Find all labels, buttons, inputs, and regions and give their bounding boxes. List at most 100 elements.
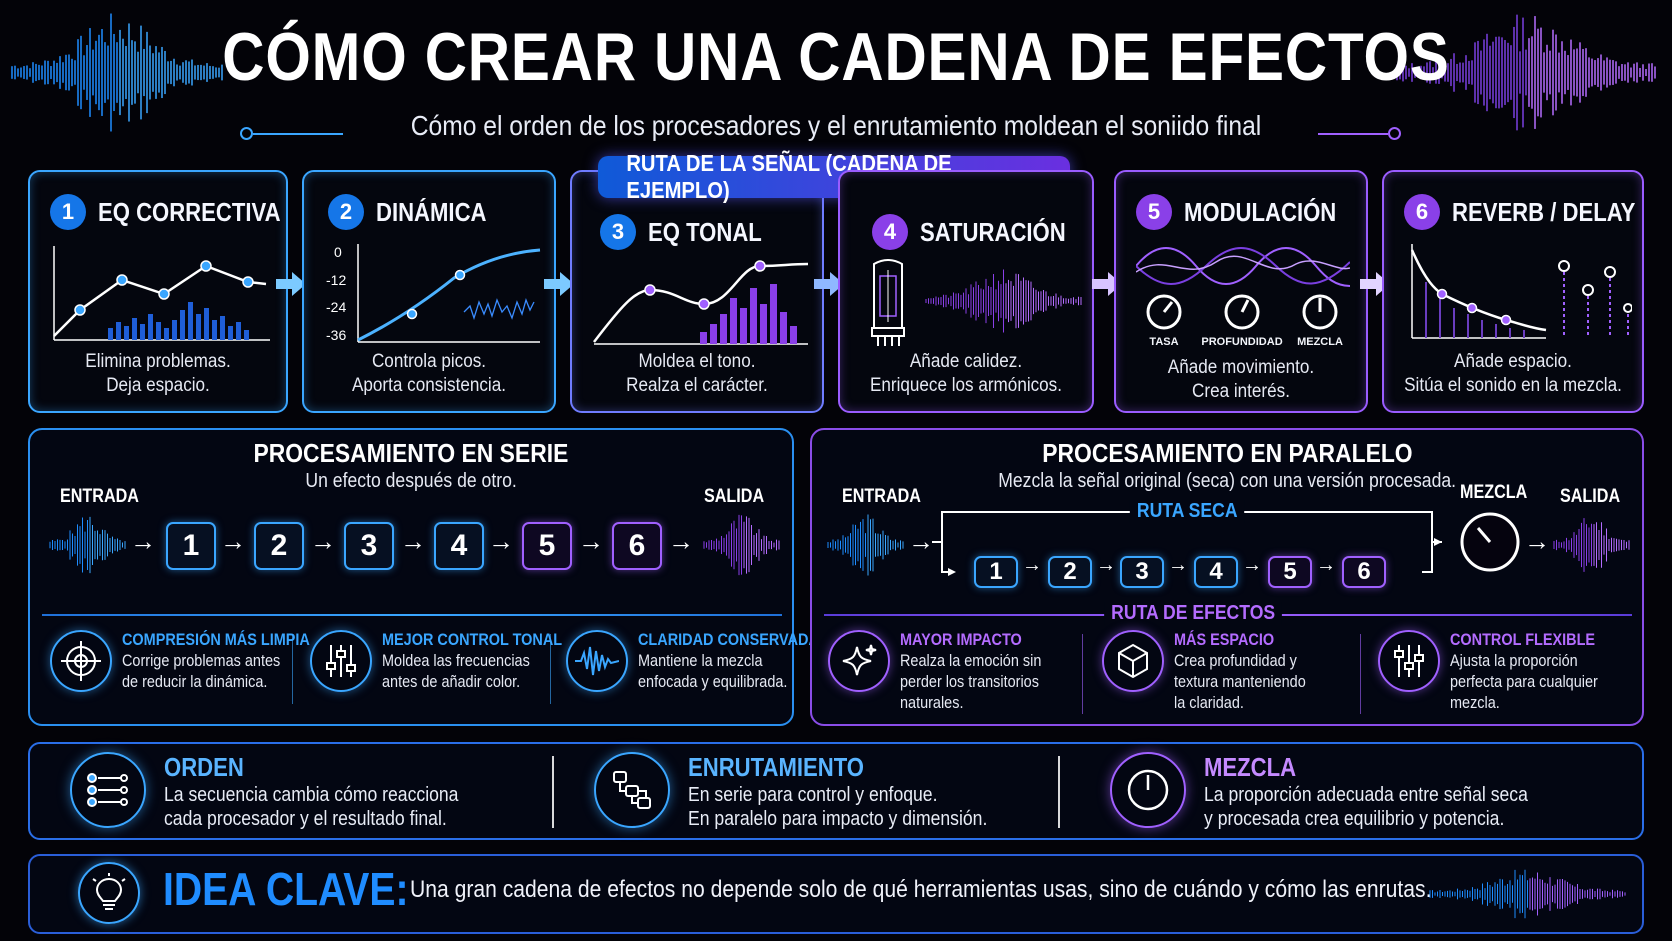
- key-concepts-strip: [28, 742, 1644, 840]
- step-number-2: 2: [328, 194, 364, 230]
- paralelo-arrow: →: [1524, 526, 1550, 556]
- serie-arrow: →: [130, 526, 156, 556]
- serie-subtitle: Un efecto después de otro.: [305, 470, 517, 492]
- serie-box-4: 4: [434, 522, 484, 570]
- paralelo-benefit-separator: [1360, 634, 1361, 714]
- paralelo-arrow: →: [1168, 554, 1188, 576]
- paralelo-arrow: →: [1096, 554, 1116, 576]
- serie-benefit-text-2a: Moldea las frecuencias: [382, 651, 530, 670]
- serie-box-5: 5: [522, 522, 572, 570]
- step-desc-6a: Añade espacio.: [1454, 351, 1572, 372]
- serie-benefit-text-3b: enfocada y equilibrada.: [638, 672, 788, 691]
- paralelo-benefit-3: CONTROL FLEXIBLE Ajusta la proporción pe…: [1378, 630, 1624, 713]
- key-routing-text-b: En paralelo para impacto y dimensión.: [688, 808, 988, 830]
- step-card-5: 5 MODULACIÓN TASA PROFUNDIDAD MEZCLA Aña…: [1114, 170, 1368, 413]
- paralelo-benefit-separator: [1082, 634, 1083, 714]
- serie-arrow: →: [310, 526, 336, 556]
- step-title-3: EQ TONAL: [648, 216, 762, 247]
- paralelo-benefit-text-2b: textura manteniendo: [1174, 672, 1306, 691]
- paralelo-mix-label: MEZCLA: [1460, 482, 1528, 503]
- paralelo-arrow: →: [1022, 554, 1042, 576]
- modulation-wave-icon: [1136, 247, 1350, 287]
- serie-title: PROCESAMIENTO EN SERIE: [253, 438, 569, 468]
- paralelo-output-waveform: [1553, 518, 1630, 572]
- paralelo-benefit-text-3a: Ajusta la proporción: [1450, 651, 1578, 670]
- key-separator: [552, 756, 554, 828]
- key-separator: [1058, 756, 1060, 828]
- serie-input-waveform: [49, 516, 126, 574]
- serie-arrow: →: [220, 526, 246, 556]
- dyn-axis-36: -36: [326, 327, 347, 343]
- serie-arrow: →: [400, 526, 426, 556]
- idea-clave-text: Una gran cadena de efectos no depende so…: [410, 876, 1432, 903]
- serie-output-waveform: [703, 514, 780, 576]
- serie-divider: [42, 614, 782, 616]
- page-subtitle: Cómo el orden de los procesadores y el e…: [410, 110, 1262, 141]
- step-card-3: 3 EQ TONAL Moldea el tono. Realza el car…: [570, 170, 824, 413]
- dry-route-label: RUTA SECA: [1129, 500, 1245, 523]
- step-number-5: 5: [1136, 194, 1172, 230]
- paralelo-benefit-text-3b: perfecta para cualquier: [1450, 672, 1598, 691]
- page-title: CÓMO CREAR UNA CADENA DE EFECTOS: [222, 19, 1450, 95]
- step-desc-3a: Moldea el tono.: [638, 351, 756, 372]
- key-order: ORDEN La secuencia cambia cómo reacciona…: [70, 752, 499, 831]
- serie-box-3: 3: [344, 522, 394, 570]
- key-mix-text-a: La proporción adecuada entre señal seca: [1204, 784, 1528, 806]
- serie-box-6: 6: [612, 522, 662, 570]
- step-desc-1a: Elimina problemas.: [85, 351, 231, 372]
- routing-icon: [594, 752, 670, 828]
- serie-box-1: 1: [166, 522, 216, 570]
- step-desc-4b: Enriquece los armónicos.: [869, 375, 1062, 396]
- chain-arrow-1: [276, 272, 306, 296]
- lightbulb-icon: [78, 862, 140, 924]
- step-title-1: EQ CORRECTIVA: [98, 196, 281, 227]
- eq-tonal-graph-icon: [593, 260, 809, 345]
- sparkle-icon: [828, 630, 890, 692]
- signal-route-label: RUTA DE LA SEÑAL (CADENA DE EJEMPLO): [626, 150, 952, 203]
- step-desc-5a: Añade movimiento.: [1167, 357, 1315, 378]
- step-desc-6b: Sitúa el sonido en la mezcla.: [1404, 375, 1622, 396]
- target-icon: [50, 630, 112, 692]
- sliders-icon: [310, 630, 372, 692]
- step-desc-5b: Crea interés.: [1192, 381, 1290, 402]
- key-routing: ENRUTAMIENTO En serie para control y enf…: [594, 752, 1028, 831]
- paralelo-output-label: SALIDA: [1560, 486, 1621, 507]
- paralelo-title: PROCESAMIENTO EN PARALELO: [1041, 438, 1413, 468]
- dyn-axis-24: -24: [326, 299, 347, 315]
- header-waveform-right: [1396, 14, 1656, 131]
- chain-arrow-2: [544, 272, 574, 296]
- serie-benefit-text-3a: Mantiene la mezcla: [638, 651, 763, 670]
- dyn-axis-12: -12: [326, 272, 347, 288]
- paralelo-arrow: →: [1242, 554, 1262, 576]
- serie-arrow: →: [488, 526, 514, 556]
- paralelo-benefit-text-2c: la claridad.: [1174, 693, 1244, 712]
- step-number-4: 4: [872, 214, 908, 250]
- paralelo-benefit-text-2a: Crea profundidad y: [1174, 651, 1297, 670]
- serie-panel: PROCESAMIENTO EN SERIE Un efecto después…: [28, 428, 819, 726]
- serie-benefit-text-1b: de reducir la dinámica.: [122, 672, 268, 691]
- vacuum-tube-icon: [871, 259, 905, 346]
- serie-benefit-separator: [550, 634, 551, 704]
- step-number-1: 1: [50, 194, 86, 230]
- key-routing-text-a: En serie para control y enfoque.: [688, 784, 938, 806]
- paralelo-box-2: 2: [1048, 556, 1092, 588]
- step-card-6: 6 REVERB / DELAY Añade espacio. Sitúa el…: [1382, 170, 1644, 413]
- list-order-icon: [70, 752, 146, 828]
- step-desc-2b: Aporta consistencia.: [352, 375, 506, 396]
- paralelo-benefit-title-2: MÁS ESPACIO: [1174, 630, 1275, 649]
- serie-box-2: 2: [254, 522, 304, 570]
- subtitle-dot-right: [1388, 127, 1401, 140]
- serie-benefit-1: COMPRESIÓN MÁS LIMPIA Corrige problemas …: [50, 630, 343, 692]
- key-order-text-a: La secuencia cambia cómo reacciona: [164, 784, 459, 806]
- idea-clave-label: IDEA CLAVE:: [163, 863, 409, 915]
- paralelo-benefit-text-1c: naturales.: [900, 693, 964, 712]
- cube-icon: [1102, 630, 1164, 692]
- step-card-4: 4 SATURACIÓN Añade calidez. Enriquece lo…: [838, 170, 1094, 413]
- knob-rate-icon: [1146, 294, 1182, 330]
- knob-label-mix: MEZCLA: [1297, 336, 1343, 348]
- step-desc-1b: Deja espacio.: [106, 375, 210, 396]
- serie-benefit-text-1a: Corrige problemas antes: [122, 651, 281, 670]
- compressor-curve-icon: [357, 244, 541, 343]
- serie-arrow: →: [578, 526, 604, 556]
- serie-benefit-title-2: MEJOR CONTROL TONAL: [382, 630, 563, 649]
